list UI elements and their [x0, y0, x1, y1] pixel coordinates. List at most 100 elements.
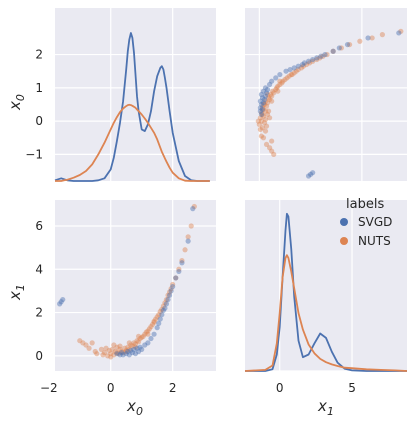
scatter-point-nuts: [293, 68, 299, 74]
scatter-point-nuts: [77, 338, 83, 344]
scatter-point-nuts: [132, 341, 139, 347]
scatter-point-nuts: [125, 344, 131, 350]
tick-label-x-x1: 0: [276, 381, 284, 395]
scatter-point-svgd: [259, 95, 266, 101]
kde-x1-svgd: [245, 212, 407, 372]
scatter-point-nuts: [188, 223, 194, 229]
scatter-point-svgd: [154, 325, 160, 331]
scatter-point-svgd: [330, 48, 336, 54]
scatter-point-nuts: [284, 75, 290, 81]
scatter-point-svgd: [305, 173, 312, 179]
scatter-point-nuts: [320, 53, 326, 59]
scatter-point-svgd: [173, 275, 179, 281]
scatter-point-svgd: [258, 111, 265, 118]
legend-label-nuts: NUTS: [358, 234, 391, 248]
scatter-point-svgd: [258, 101, 265, 108]
scatter-point-nuts: [108, 354, 114, 360]
scatter-point-nuts: [260, 101, 267, 108]
scatter-point-svgd: [318, 53, 324, 59]
scatter-point-svgd: [301, 60, 308, 66]
scatter-point-nuts: [264, 111, 271, 118]
scatter-point-nuts: [135, 333, 142, 339]
scatter-point-nuts: [100, 352, 106, 358]
scatter-point-nuts: [160, 303, 166, 309]
scatter-point-svgd: [336, 45, 342, 51]
scatter-point-svgd: [185, 238, 191, 244]
scatter-point-svgd: [157, 316, 163, 322]
kde-x0-nuts: [55, 103, 210, 182]
scatter-point-nuts: [398, 28, 404, 34]
scatter-point-nuts: [286, 73, 292, 79]
scatter-point-nuts: [289, 71, 295, 78]
scatter-point-nuts: [157, 308, 163, 315]
scatter-point-nuts: [142, 331, 148, 337]
panel-x1-x0-bg: [245, 8, 407, 181]
tick-label-y-x1: 4: [35, 262, 43, 276]
chart-marks: [54, 28, 408, 372]
scatter-point-svgd: [128, 347, 134, 354]
scatter-point-nuts: [262, 98, 269, 104]
scatter-point-svgd: [156, 320, 162, 326]
scatter-point-nuts: [263, 103, 270, 109]
scatter-point-svgd: [165, 296, 171, 303]
scatter-point-nuts: [145, 331, 151, 337]
scatter-point-nuts: [267, 115, 273, 121]
scatter-point-nuts: [108, 351, 114, 357]
scatter-point-nuts: [92, 348, 98, 355]
legend-title: labels: [346, 197, 384, 212]
scatter-point-nuts: [268, 91, 274, 98]
tick-label-x-x0: 0: [107, 381, 115, 395]
scatter-point-svgd: [277, 71, 283, 78]
scatter-point-nuts: [260, 106, 267, 113]
scatter-point-nuts: [300, 63, 307, 69]
scatter-point-nuts: [346, 41, 353, 48]
scatter-point-nuts: [112, 348, 118, 355]
scatter-point-nuts: [264, 100, 271, 106]
x-axis-label-right: x1: [317, 397, 334, 418]
scatter-point-nuts: [162, 300, 168, 306]
scatter-point-nuts: [338, 45, 344, 51]
panel-x1-x1-bg: [245, 200, 407, 371]
scatter-point-nuts: [275, 83, 281, 89]
scatter-point-svgd: [129, 350, 136, 356]
scatter-point-svgd: [148, 335, 154, 342]
tick-label-y-x1: 6: [35, 219, 43, 233]
scatter-point-svgd: [267, 81, 273, 88]
tick-label-y-x0: −1: [25, 147, 43, 161]
scatter-point-svgd: [287, 66, 293, 73]
scatter-point-nuts: [123, 348, 129, 355]
kde-x1-nuts: [244, 254, 408, 372]
scatter-point-nuts: [298, 65, 304, 71]
scatter-point-svgd: [263, 90, 270, 96]
tick-label-y-x1: 0: [35, 349, 43, 363]
scatter-point-svgd: [310, 56, 316, 63]
scatter-point-svgd: [131, 346, 137, 352]
y-axis-label-bottom: x1: [6, 284, 27, 301]
scatter-point-nuts: [122, 345, 128, 351]
scatter-point-svgd: [310, 170, 316, 176]
scatter-point-svgd: [166, 292, 173, 298]
scatter-point-nuts: [111, 352, 117, 358]
scatter-point-nuts: [282, 76, 288, 83]
scatter-point-svgd: [151, 331, 157, 337]
scatter-point-nuts: [156, 312, 162, 318]
scatter-point-nuts: [258, 118, 265, 124]
scatter-point-nuts: [139, 334, 145, 341]
scatter-point-nuts: [258, 110, 265, 116]
scatter-point-nuts: [191, 203, 197, 210]
scatter-point-nuts: [261, 101, 268, 108]
scatter-point-nuts: [256, 121, 262, 128]
scatter-point-nuts: [151, 319, 157, 325]
scatter-point-nuts: [115, 351, 122, 357]
scatter-point-nuts: [126, 340, 132, 346]
scatter-point-nuts: [275, 88, 281, 94]
scatter-point-nuts: [151, 318, 157, 324]
scatter-point-nuts: [154, 314, 160, 320]
scatter-point-nuts: [114, 344, 120, 350]
scatter-point-nuts: [117, 343, 123, 349]
legend-marker-svgd: [340, 218, 348, 226]
scatter-point-svgd: [137, 344, 143, 350]
scatter-point-svgd: [125, 348, 131, 355]
scatter-point-nuts: [118, 348, 125, 355]
scatter-point-svgd: [295, 63, 301, 69]
